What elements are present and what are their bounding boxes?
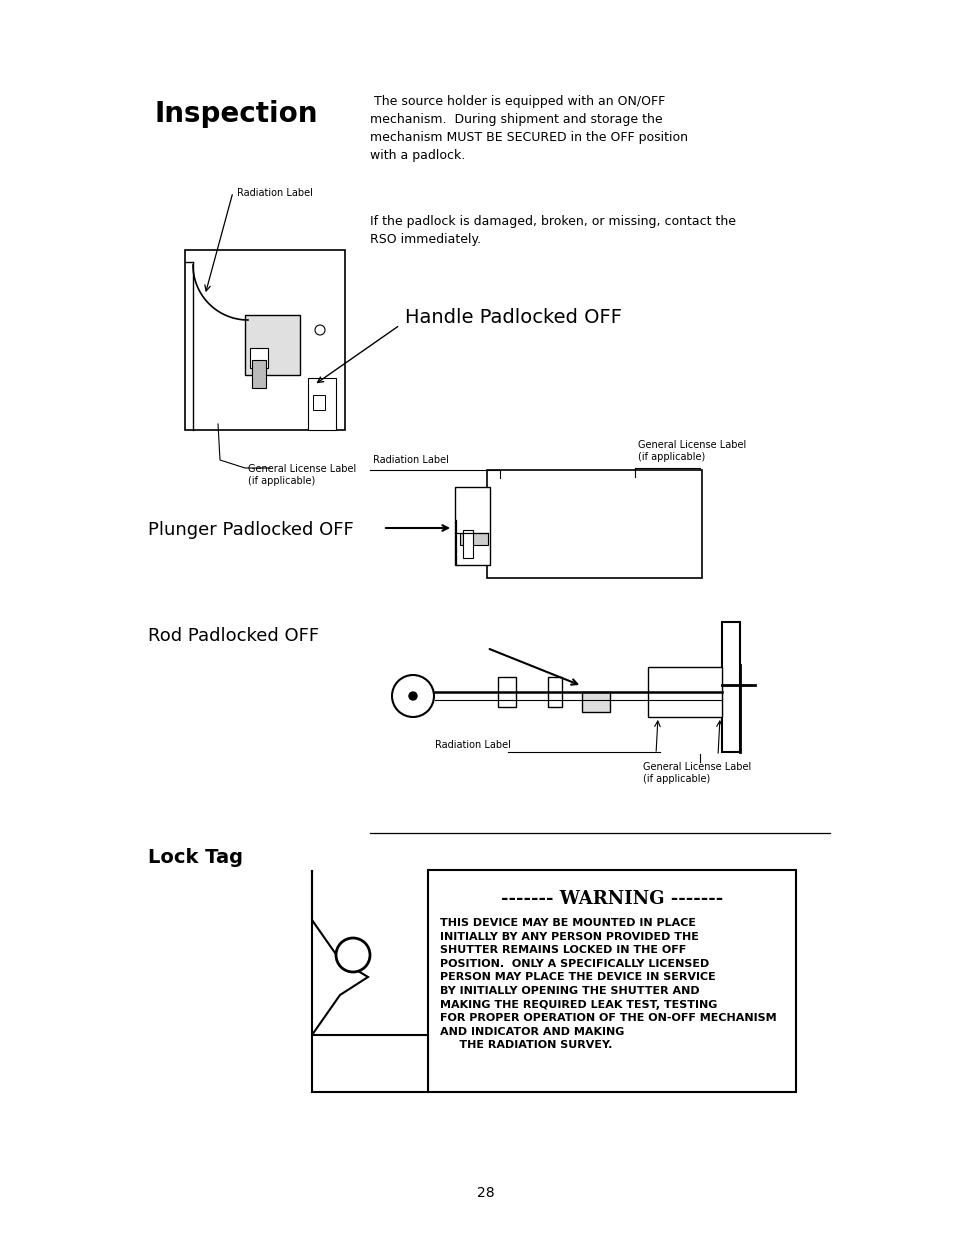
Bar [245,315,299,375]
Bar [459,534,488,545]
Bar [581,692,609,713]
Circle shape [392,676,434,718]
Bar [497,677,516,706]
Bar [313,395,325,410]
Circle shape [314,400,325,410]
Text: THIS DEVICE MAY BE MOUNTED IN PLACE
INITIALLY BY ANY PERSON PROVIDED THE
SHUTTER: THIS DEVICE MAY BE MOUNTED IN PLACE INIT… [439,918,776,1051]
Bar [462,530,473,558]
Text: General License Label
(if applicable): General License Label (if applicable) [638,440,745,462]
Bar [185,249,345,430]
Text: Plunger Padlocked OFF: Plunger Padlocked OFF [148,521,354,538]
Polygon shape [312,869,428,1092]
Text: 28: 28 [476,1186,494,1200]
Text: Rod Padlocked OFF: Rod Padlocked OFF [148,627,319,645]
Circle shape [335,939,370,972]
Text: Handle Padlocked OFF: Handle Padlocked OFF [405,308,621,327]
Bar [250,348,268,368]
Bar [252,359,266,388]
Text: The source holder is equipped with an ON/OFF
mechanism.  During shipment and sto: The source holder is equipped with an ON… [370,95,687,162]
Bar [486,471,701,578]
Bar [308,378,335,430]
Bar [455,487,490,564]
Text: Lock Tag: Lock Tag [148,848,243,867]
Bar [721,622,740,752]
Text: Radiation Label: Radiation Label [435,740,511,750]
Bar [647,667,721,718]
Bar [428,869,795,1092]
Text: General License Label
(if applicable): General License Label (if applicable) [248,464,355,487]
Text: Inspection: Inspection [154,100,318,128]
Circle shape [314,325,325,335]
Circle shape [409,692,416,700]
Text: General License Label
(if applicable): General License Label (if applicable) [642,762,750,784]
Text: Radiation Label: Radiation Label [236,188,313,198]
Bar [547,677,561,706]
Text: Radiation Label: Radiation Label [373,454,449,466]
Text: ------- WARNING -------: ------- WARNING ------- [500,890,722,908]
Text: If the padlock is damaged, broken, or missing, contact the
RSO immediately.: If the padlock is damaged, broken, or mi… [370,215,735,246]
